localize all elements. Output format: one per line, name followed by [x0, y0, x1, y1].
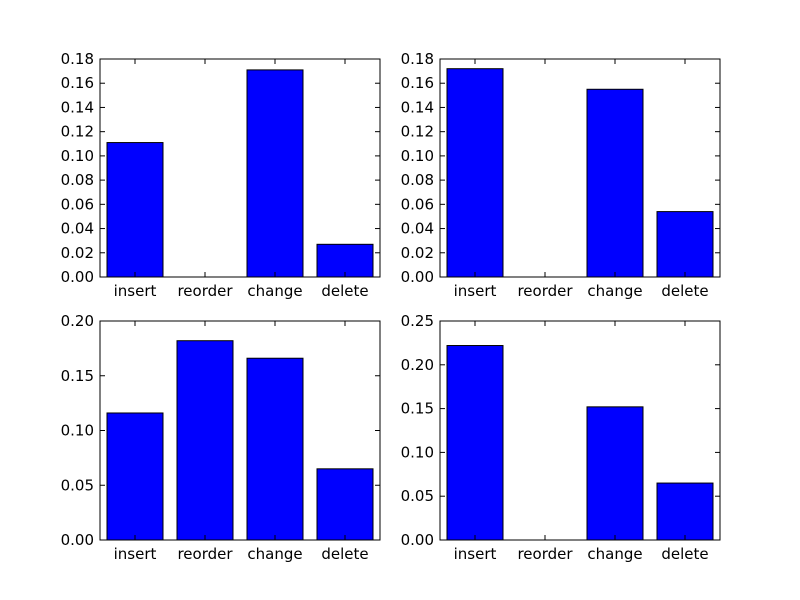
- y-tick-label: 0.04: [401, 220, 434, 238]
- bar-delete: [657, 212, 713, 277]
- bar-change: [587, 89, 643, 277]
- y-tick-label: 0.20: [401, 356, 434, 374]
- y-tick-label: 0.00: [401, 531, 434, 549]
- y-tick-label: 0.05: [61, 476, 94, 494]
- y-tick-label: 0.10: [401, 147, 434, 165]
- bar-reorder: [177, 341, 233, 540]
- y-tick-label: 0.14: [401, 98, 434, 116]
- y-tick-label: 0.10: [61, 147, 94, 165]
- y-tick-label: 0.05: [401, 487, 434, 505]
- bar-change: [247, 358, 303, 540]
- y-tick-label: 0.00: [61, 531, 94, 549]
- x-tick-label-reorder: reorder: [177, 545, 233, 563]
- y-tick-label: 0.04: [61, 220, 94, 238]
- x-tick-label-delete: delete: [321, 545, 368, 563]
- bar-insert: [107, 413, 163, 540]
- subplot-3: 0.00 0.05 0.10 0.15 0.20 insert reorder change d…: [61, 312, 380, 563]
- bar-change: [247, 70, 303, 277]
- y-tick-label: 0.00: [401, 268, 434, 286]
- subplot-2: 0.00 0.02 0.04 0.06 0.08 0.10 0.12 0.14 0.16 0.18…: [401, 50, 720, 300]
- x-tick-label-change: change: [587, 282, 642, 300]
- y-tick-label: 0.14: [61, 98, 94, 116]
- bar-change: [587, 407, 643, 540]
- x-tick-label-delete: delete: [661, 282, 708, 300]
- y-tick-label: 0.15: [61, 367, 94, 385]
- x-tick-label-insert: insert: [114, 545, 157, 563]
- y-tick-label: 0.06: [401, 195, 434, 213]
- y-tick-label: 0.00: [61, 268, 94, 286]
- subplot-1: 0.00 0.02 0.04 0.06 0.08 0.10 0.12 0.14 0.16 0.18…: [61, 50, 380, 300]
- x-tick-label-reorder: reorder: [177, 282, 233, 300]
- x-tick-label-change: change: [247, 545, 302, 563]
- y-tick-label: 0.16: [401, 74, 434, 92]
- y-tick-label: 0.08: [401, 171, 434, 189]
- y-tick-label: 0.10: [61, 422, 94, 440]
- bar-insert: [447, 346, 503, 540]
- y-tick-label: 0.02: [61, 244, 94, 262]
- x-tick-label-insert: insert: [454, 282, 497, 300]
- bar-insert: [447, 69, 503, 277]
- y-tick-label: 0.02: [401, 244, 434, 262]
- y-tick-label: 0.18: [401, 50, 434, 68]
- y-tick-label: 0.18: [61, 50, 94, 68]
- y-tick-label: 0.25: [401, 312, 434, 330]
- x-tick-label-change: change: [247, 282, 302, 300]
- x-tick-label-delete: delete: [661, 545, 708, 563]
- x-tick-label-change: change: [587, 545, 642, 563]
- bar-insert: [107, 143, 163, 277]
- y-tick-label: 0.20: [61, 312, 94, 330]
- x-tick-label-reorder: reorder: [517, 282, 573, 300]
- y-tick-label: 0.12: [61, 123, 94, 141]
- y-tick-label: 0.12: [401, 123, 434, 141]
- x-tick-label-insert: insert: [114, 282, 157, 300]
- y-tick-label: 0.16: [61, 74, 94, 92]
- subplot-4: 0.00 0.05 0.10 0.15 0.20 0.25 insert reorder cha…: [401, 312, 720, 563]
- bar-delete: [657, 483, 713, 540]
- y-tick-label: 0.06: [61, 195, 94, 213]
- x-tick-label-insert: insert: [454, 545, 497, 563]
- x-tick-label-delete: delete: [321, 282, 368, 300]
- y-tick-label: 0.08: [61, 171, 94, 189]
- y-tick-label: 0.15: [401, 400, 434, 418]
- y-tick-label: 0.10: [401, 443, 434, 461]
- x-tick-label-reorder: reorder: [517, 545, 573, 563]
- bar-delete: [317, 469, 373, 540]
